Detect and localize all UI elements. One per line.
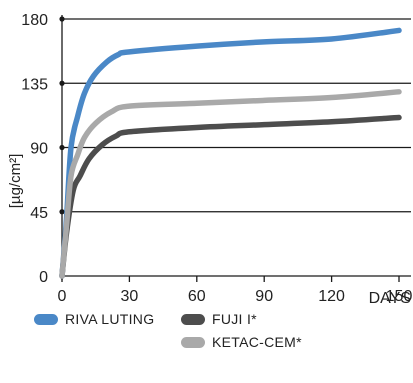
legend-item-ketac-cem: KETAC-CEM* xyxy=(181,334,302,350)
y-tick-label-135: 135 xyxy=(21,76,48,93)
y-tick-label-180: 180 xyxy=(21,12,48,29)
series-lines xyxy=(59,27,402,279)
x-axis-label: DAYS xyxy=(369,290,411,307)
x-tick-label-60: 60 xyxy=(188,288,206,305)
legend-item-fuji-i: FUJI I* xyxy=(181,311,257,327)
y-tick-label-45: 45 xyxy=(30,205,48,222)
y-axis-ticks: 0 45 90 135 180 xyxy=(21,12,48,286)
series-line-ketac-cem xyxy=(59,89,402,279)
x-tick-label-30: 30 xyxy=(121,288,139,305)
series-line-fuji-i xyxy=(59,114,402,279)
legend-item-riva-luting: RIVA LUTING xyxy=(34,311,154,327)
y-tick-label-0: 0 xyxy=(39,269,48,286)
x-axis-ticks: 0 30 60 90 120 150 xyxy=(58,276,413,305)
legend-label-ketac-cem: KETAC-CEM* xyxy=(212,334,302,350)
x-tick-label-90: 90 xyxy=(255,288,273,305)
legend-label-fuji-i: FUJI I* xyxy=(212,311,257,327)
y-axis-label: [µg/cm²] xyxy=(7,154,24,208)
legend-swatch-riva-luting xyxy=(34,313,58,325)
x-tick-label-120: 120 xyxy=(318,288,345,305)
legend-label-riva-luting: RIVA LUTING xyxy=(65,311,155,327)
x-tick-label-150: 150 xyxy=(386,288,413,305)
y-tick-label-90: 90 xyxy=(30,141,48,158)
x-tick-label-0: 0 xyxy=(58,288,67,305)
legend-swatch-fuji-i xyxy=(181,313,205,325)
legend-swatch-ketac-cem xyxy=(181,336,205,348)
series-line-riva-luting xyxy=(59,27,402,279)
grid xyxy=(59,15,411,280)
